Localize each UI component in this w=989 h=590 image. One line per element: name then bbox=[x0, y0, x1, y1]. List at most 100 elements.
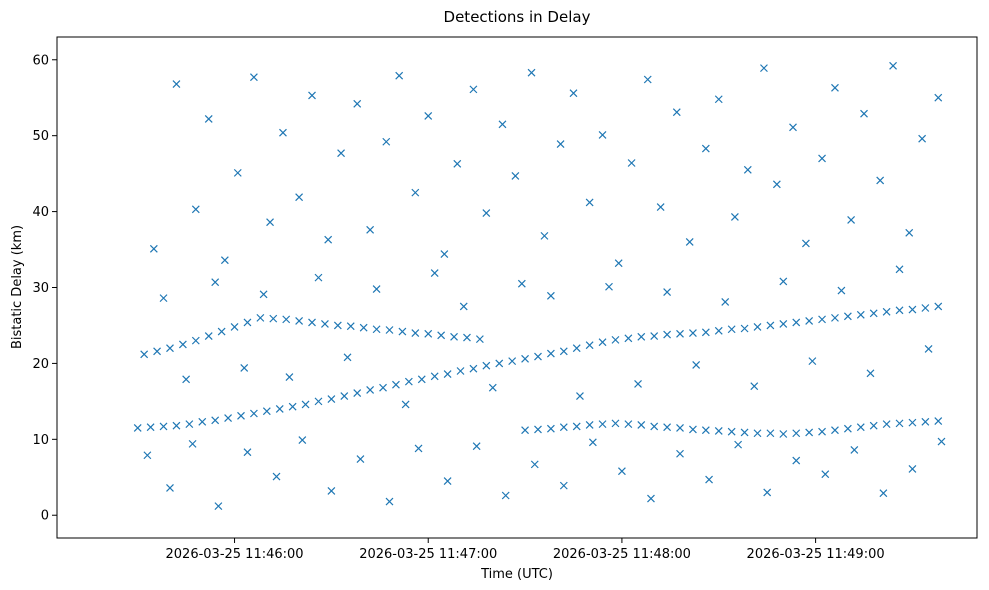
detection-marker-track-rising-17 bbox=[353, 389, 362, 397]
detection-marker-clutter-7 bbox=[266, 218, 274, 227]
detection-marker-clutter-46 bbox=[831, 83, 839, 92]
detection-marker-clutter-83 bbox=[166, 483, 174, 492]
detection-marker-track-low-19 bbox=[766, 429, 775, 438]
detection-marker-track-low-8 bbox=[624, 420, 633, 429]
detection-marker-clutter-59 bbox=[285, 373, 294, 381]
detection-marker-clutter-65 bbox=[459, 302, 468, 311]
detection-marker-track-rising-6 bbox=[211, 416, 220, 425]
detection-marker-track-rising-20 bbox=[392, 380, 400, 389]
detection-marker-clutter-0 bbox=[149, 244, 158, 253]
detection-marker-clutter-69 bbox=[576, 392, 584, 400]
detection-marker-clutter-84 bbox=[188, 439, 197, 448]
detection-marker-track-rising-31 bbox=[534, 352, 542, 361]
detection-marker-track-rising-7 bbox=[224, 414, 233, 422]
detection-marker-clutter-3 bbox=[204, 115, 213, 123]
detection-marker-clutter-18 bbox=[424, 112, 433, 120]
detection-marker-clutter-49 bbox=[876, 176, 885, 185]
x-axis-label: Time (UTC) bbox=[480, 567, 553, 582]
detection-marker-track-rising-24 bbox=[443, 370, 452, 378]
detection-marker-clutter-12 bbox=[337, 149, 345, 158]
detection-marker-track-rising-18 bbox=[366, 386, 375, 394]
detection-marker-track-rising-46 bbox=[727, 325, 736, 334]
detection-marker-clutter-86 bbox=[243, 448, 252, 457]
detection-marker-track-rising-4 bbox=[185, 420, 194, 429]
detection-marker-clutter-9 bbox=[295, 193, 304, 202]
x-tick-label-2: 2026-03-25 11:48:00 bbox=[553, 547, 691, 562]
detection-marker-track-flat-1 bbox=[153, 347, 161, 356]
detection-marker-clutter-52 bbox=[918, 134, 927, 143]
detection-marker-clutter-4 bbox=[220, 256, 229, 265]
detection-marker-clutter-89 bbox=[327, 487, 336, 495]
detection-marker-clutter-30 bbox=[598, 130, 607, 139]
detection-marker-clutter-1 bbox=[172, 80, 181, 88]
detection-marker-clutter-56 bbox=[211, 278, 220, 287]
detection-marker-clutter-32 bbox=[627, 159, 636, 167]
detection-marker-track-rising-14 bbox=[314, 397, 323, 406]
detection-marker-track-flat-15 bbox=[333, 321, 342, 330]
y-tick-label-6: 60 bbox=[32, 53, 49, 68]
detection-marker-track-flat-26 bbox=[475, 335, 484, 344]
detection-marker-track-rising-11 bbox=[275, 405, 284, 413]
detection-marker-track-rising-2 bbox=[159, 422, 168, 431]
detection-marker-clutter-78 bbox=[837, 286, 846, 295]
detection-marker-clutter-87 bbox=[272, 472, 281, 481]
detection-marker-track-low-24 bbox=[831, 426, 839, 435]
detection-marker-clutter-67 bbox=[517, 279, 526, 288]
detection-marker-track-low-18 bbox=[753, 429, 762, 438]
detection-marker-clutter-107 bbox=[850, 446, 859, 454]
detection-marker-track-rising-49 bbox=[766, 321, 775, 330]
detection-marker-track-rising-60 bbox=[908, 305, 917, 314]
detection-marker-track-rising-22 bbox=[417, 375, 426, 384]
detection-marker-track-rising-42 bbox=[676, 329, 684, 338]
detection-marker-track-flat-18 bbox=[372, 325, 381, 334]
y-axis-ticks: 0 10 20 30 40 50 60 bbox=[32, 53, 57, 524]
detection-marker-track-rising-13 bbox=[301, 400, 310, 409]
detection-marker-clutter-17 bbox=[411, 188, 420, 197]
detection-marker-track-rising-50 bbox=[779, 320, 788, 328]
detection-marker-track-low-7 bbox=[611, 419, 620, 428]
detection-marker-clutter-23 bbox=[498, 120, 507, 129]
detection-marker-track-rising-53 bbox=[818, 315, 826, 324]
y-tick-label-1: 10 bbox=[32, 433, 49, 448]
detection-marker-track-rising-23 bbox=[430, 372, 439, 381]
detection-marker-track-flat-19 bbox=[385, 326, 394, 334]
detection-marker-track-flat-10 bbox=[269, 314, 278, 323]
detection-marker-track-low-27 bbox=[869, 421, 878, 430]
detection-marker-clutter-10 bbox=[308, 91, 316, 100]
detection-marker-clutter-79 bbox=[866, 369, 875, 378]
detection-marker-track-low-23 bbox=[818, 427, 826, 436]
detection-marker-clutter-51 bbox=[905, 228, 914, 237]
detection-marker-track-rising-59 bbox=[895, 306, 904, 315]
detection-marker-track-flat-4 bbox=[191, 336, 200, 345]
detection-marker-clutter-13 bbox=[353, 99, 362, 108]
detection-marker-clutter-40 bbox=[743, 165, 752, 174]
detection-marker-clutter-31 bbox=[614, 259, 623, 268]
detection-marker-clutter-37 bbox=[701, 144, 710, 153]
detection-marker-clutter-105 bbox=[792, 456, 801, 465]
detection-marker-track-low-10 bbox=[650, 422, 659, 431]
detection-marker-clutter-93 bbox=[443, 477, 452, 485]
detection-marker-clutter-44 bbox=[801, 239, 810, 248]
chart-title: Detections in Delay bbox=[444, 8, 591, 26]
detection-marker-clutter-76 bbox=[779, 277, 788, 286]
detection-marker-track-rising-29 bbox=[508, 357, 517, 366]
detection-marker-clutter-74 bbox=[721, 297, 730, 306]
detection-marker-track-flat-14 bbox=[321, 320, 329, 328]
detection-marker-track-rising-35 bbox=[585, 341, 594, 350]
detection-marker-track-flat-11 bbox=[282, 315, 291, 324]
detection-marker-track-rising-16 bbox=[340, 392, 349, 400]
detection-marker-clutter-96 bbox=[530, 460, 539, 469]
detection-marker-clutter-63 bbox=[401, 400, 410, 409]
detection-marker-track-low-30 bbox=[908, 418, 917, 427]
detection-marker-track-rising-9 bbox=[249, 409, 258, 418]
detection-marker-clutter-62 bbox=[372, 285, 381, 293]
detection-marker-clutter-88 bbox=[298, 436, 307, 445]
detection-marker-track-rising-21 bbox=[404, 377, 413, 386]
detection-marker-track-flat-24 bbox=[450, 332, 458, 341]
detection-marker-clutter-11 bbox=[324, 235, 333, 244]
detection-marker-track-rising-36 bbox=[598, 338, 607, 347]
detection-marker-track-low-0 bbox=[521, 426, 529, 435]
detection-marker-clutter-45 bbox=[818, 154, 826, 163]
